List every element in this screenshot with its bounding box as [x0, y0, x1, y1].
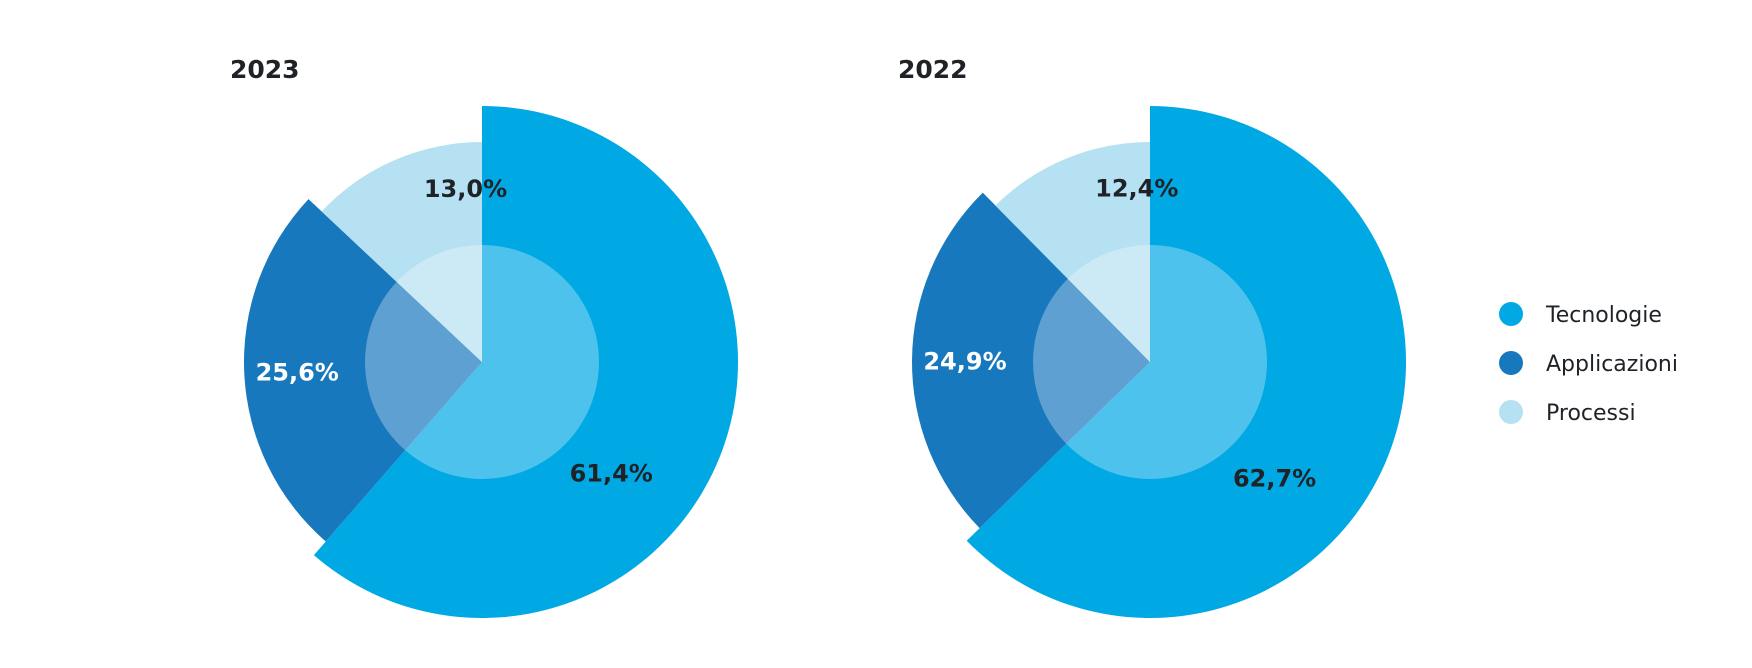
slice-label-processi: 12,4%: [1095, 175, 1178, 203]
legend-item-processi: Processi: [1499, 400, 1636, 426]
legend-swatch: [1499, 302, 1523, 326]
legend-label: Applicazioni: [1546, 352, 1678, 377]
slice-tecnologie: [966, 106, 1406, 618]
slice-label-tecnologie: 62,7%: [1233, 465, 1316, 493]
inner-slice-applicazioni: [1032, 278, 1150, 444]
pie-slices: [244, 106, 738, 618]
slice-label-applicazioni: 24,9%: [923, 347, 1006, 375]
legend: Tecnologie Applicazioni Processi: [1499, 302, 1678, 426]
pie-chart-2023: 2023 61,4% 25,6% 13,0%: [230, 55, 738, 618]
legend-item-applicazioni: Applicazioni: [1499, 351, 1678, 377]
slice-tecnologie: [313, 106, 738, 618]
legend-item-tecnologie: Tecnologie: [1499, 302, 1662, 328]
legend-swatch: [1499, 400, 1523, 424]
slice-applicazioni: [244, 199, 482, 542]
slice-labels: 61,4% 25,6% 13,0%: [256, 175, 653, 488]
chart-title: 2023: [230, 55, 300, 84]
slice-applicazioni: [912, 192, 1150, 529]
inner-slice-tecnologie: [1066, 245, 1268, 479]
slice-processi: [995, 142, 1150, 362]
pie-slices: [912, 106, 1406, 618]
legend-label: Tecnologie: [1545, 303, 1662, 328]
slice-processi: [321, 142, 482, 362]
slice-label-processi: 13,0%: [424, 175, 507, 203]
inner-slice-processi: [1067, 245, 1150, 362]
inner-slice-processi: [396, 245, 482, 362]
inner-slice-applicazioni: [364, 281, 482, 451]
chart-title: 2022: [898, 55, 968, 84]
pie-chart-2022: 2022 62,7% 24,9% 12,4%: [898, 55, 1406, 618]
slice-label-applicazioni: 25,6%: [256, 358, 339, 386]
slice-labels: 62,7% 24,9% 12,4%: [923, 175, 1316, 493]
inner-slice-tecnologie: [405, 245, 599, 480]
legend-label: Processi: [1546, 401, 1636, 426]
legend-swatch: [1499, 351, 1523, 375]
slice-label-tecnologie: 61,4%: [570, 460, 653, 488]
